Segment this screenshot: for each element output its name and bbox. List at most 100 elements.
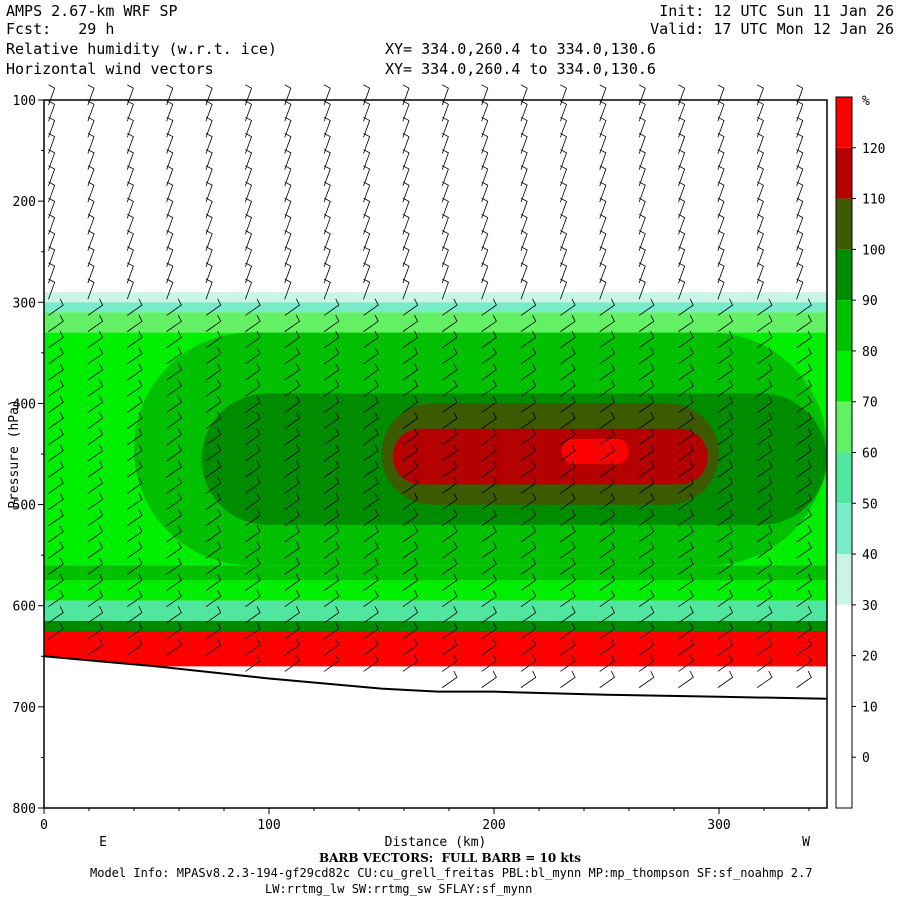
wind-barb	[48, 213, 56, 235]
wind-barb	[323, 116, 331, 138]
wind-barb	[48, 444, 64, 462]
wind-barb	[560, 363, 576, 381]
wind-barb	[284, 197, 292, 219]
wind-barb	[402, 197, 410, 219]
wind-barb	[205, 573, 222, 591]
wind-barb	[757, 476, 773, 494]
wind-barb	[363, 606, 379, 624]
wind-barb	[717, 492, 734, 510]
wind-barb	[796, 460, 812, 478]
wind-barb	[244, 213, 253, 235]
wind-barb	[245, 411, 261, 430]
wind-barb	[323, 557, 340, 575]
wind-barb	[796, 606, 812, 624]
wind-barb	[126, 230, 134, 251]
wind-barb	[166, 379, 182, 397]
wind-barb	[678, 460, 694, 478]
wind-barb	[442, 557, 458, 575]
wind-barb	[402, 525, 419, 543]
wind-barb	[205, 492, 222, 510]
wind-barb	[481, 589, 497, 608]
wind-barb	[363, 230, 371, 251]
wind-barb	[402, 133, 410, 154]
wind-barb	[127, 492, 143, 510]
wind-barb	[48, 476, 64, 494]
wind-barb	[717, 606, 734, 624]
wind-barb	[599, 230, 607, 251]
wind-barb	[127, 331, 143, 349]
colorbar-swatch	[836, 757, 852, 808]
wind-barb	[481, 314, 497, 332]
wind-barb	[363, 411, 379, 430]
wind-barb	[481, 428, 497, 446]
colorbar-label: 0	[862, 751, 870, 766]
wind-barb	[402, 460, 419, 478]
wind-barb	[48, 165, 56, 187]
wind-barb	[245, 638, 261, 656]
wind-barb	[323, 525, 340, 543]
wind-barb	[559, 246, 568, 268]
wind-barb	[284, 509, 301, 527]
wind-barb	[284, 84, 292, 106]
wind-barb	[678, 622, 694, 640]
wind-barb	[638, 230, 646, 251]
wind-barb	[520, 589, 537, 608]
wind-barb	[87, 444, 104, 462]
wind-barb	[599, 314, 616, 332]
wind-barb	[363, 262, 371, 284]
wind-barb	[363, 347, 379, 365]
wind-barb	[127, 525, 143, 543]
wind-barb	[323, 428, 340, 446]
wind-barb	[323, 573, 340, 591]
wind-barb	[717, 230, 725, 251]
wind-barb	[363, 525, 379, 543]
wind-barb	[245, 557, 261, 575]
wind-barb	[442, 541, 458, 559]
wind-barb	[166, 116, 174, 138]
wind-barb	[599, 444, 616, 462]
wind-barb	[757, 492, 773, 510]
x-end-label-east: E	[99, 835, 107, 850]
wind-barb	[87, 246, 95, 268]
wind-barb	[560, 476, 576, 494]
wind-barb	[244, 149, 253, 170]
wind-barb	[48, 363, 64, 381]
wind-barb	[441, 165, 449, 187]
wind-barb	[442, 670, 458, 688]
wind-barb	[127, 347, 143, 365]
wind-barb	[284, 230, 292, 251]
wind-barb	[323, 476, 340, 494]
wind-barb	[678, 395, 694, 413]
wind-barb	[796, 573, 812, 591]
wind-barb	[205, 622, 222, 640]
wind-barb	[717, 262, 725, 284]
wind-barb	[87, 557, 104, 575]
wind-barb	[481, 246, 489, 268]
wind-barb	[166, 230, 174, 251]
wind-barb	[284, 444, 301, 462]
wind-barb	[756, 149, 764, 170]
wind-barb	[638, 573, 655, 591]
wind-barb	[442, 444, 458, 462]
x-tick-label: 200	[482, 818, 505, 833]
wind-barb	[520, 149, 528, 170]
wind-barb	[323, 314, 340, 332]
wind-barb	[520, 492, 537, 510]
wind-barb	[284, 100, 292, 122]
wind-barb	[717, 509, 734, 527]
wind-barb	[678, 525, 694, 543]
wind-barb	[87, 165, 95, 187]
wind-barb	[678, 557, 694, 575]
wind-barb	[481, 654, 497, 672]
wind-barb	[323, 606, 340, 624]
wind-barb	[48, 116, 56, 138]
wind-barb	[441, 213, 449, 235]
wind-barb	[599, 347, 616, 365]
wind-barb	[717, 181, 725, 203]
wind-barb	[756, 197, 764, 219]
wind-barb	[638, 363, 655, 381]
wind-barb	[323, 246, 331, 268]
wind-barb	[717, 278, 725, 300]
wind-barb	[284, 411, 301, 430]
wind-barb	[481, 492, 497, 510]
